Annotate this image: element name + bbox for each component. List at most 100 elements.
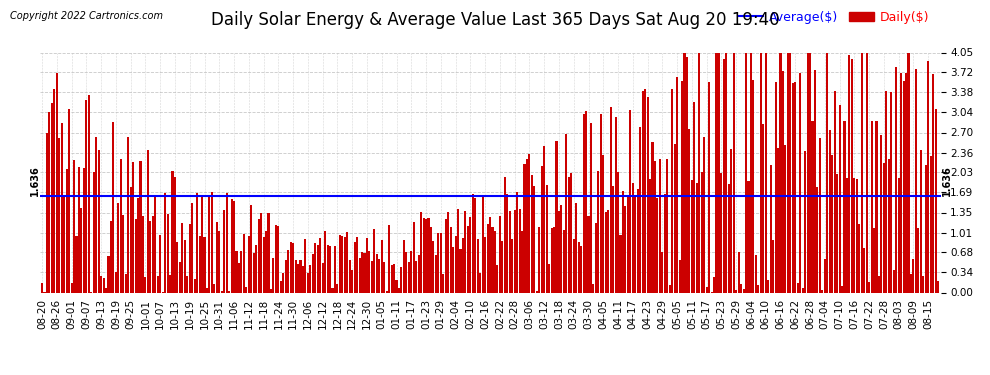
Text: Daily Solar Energy & Average Value Last 365 Days Sat Aug 20 19:40: Daily Solar Energy & Average Value Last …: [211, 11, 779, 29]
Bar: [371, 261, 373, 292]
Legend: Average($), Daily($): Average($), Daily($): [733, 6, 935, 29]
Bar: [607, 210, 609, 292]
Bar: [888, 159, 890, 292]
Bar: [767, 280, 769, 292]
Bar: [642, 91, 644, 292]
Bar: [536, 291, 538, 292]
Bar: [236, 251, 238, 292]
Bar: [635, 195, 637, 292]
Bar: [275, 225, 277, 292]
Bar: [736, 290, 738, 292]
Bar: [484, 237, 486, 292]
Bar: [772, 240, 774, 292]
Bar: [327, 245, 329, 292]
Bar: [637, 189, 639, 292]
Bar: [625, 206, 627, 292]
Bar: [270, 289, 272, 292]
Text: 1.636: 1.636: [30, 165, 40, 195]
Bar: [290, 242, 292, 292]
Bar: [615, 117, 617, 292]
Bar: [118, 203, 120, 292]
Bar: [459, 249, 461, 292]
Bar: [858, 224, 860, 292]
Bar: [683, 53, 685, 292]
Bar: [749, 53, 752, 292]
Bar: [282, 273, 284, 292]
Bar: [151, 216, 153, 292]
Bar: [440, 233, 442, 292]
Bar: [383, 262, 385, 292]
Bar: [693, 102, 695, 292]
Bar: [93, 172, 95, 292]
Bar: [681, 81, 683, 292]
Bar: [49, 112, 50, 292]
Bar: [462, 238, 464, 292]
Bar: [132, 162, 135, 292]
Bar: [610, 107, 612, 292]
Bar: [600, 114, 602, 292]
Bar: [782, 71, 784, 292]
Bar: [299, 260, 302, 292]
Bar: [75, 236, 77, 292]
Bar: [137, 198, 140, 292]
Bar: [701, 172, 703, 292]
Bar: [570, 173, 572, 292]
Bar: [731, 149, 733, 292]
Bar: [186, 276, 188, 292]
Bar: [827, 53, 829, 292]
Bar: [582, 114, 585, 292]
Bar: [646, 97, 648, 292]
Bar: [334, 246, 336, 292]
Bar: [789, 53, 791, 292]
Bar: [676, 77, 678, 292]
Bar: [565, 134, 567, 292]
Bar: [130, 188, 132, 292]
Bar: [494, 231, 496, 292]
Bar: [539, 227, 541, 292]
Bar: [238, 263, 240, 292]
Bar: [248, 236, 249, 292]
Bar: [834, 92, 836, 292]
Bar: [297, 264, 299, 292]
Bar: [529, 154, 531, 292]
Bar: [545, 186, 547, 292]
Bar: [209, 195, 211, 292]
Bar: [895, 68, 897, 292]
Bar: [381, 240, 383, 292]
Bar: [558, 210, 560, 292]
Bar: [762, 124, 764, 292]
Bar: [688, 129, 690, 292]
Text: Copyright 2022 Cartronics.com: Copyright 2022 Cartronics.com: [10, 11, 163, 21]
Bar: [486, 224, 489, 292]
Bar: [908, 53, 910, 292]
Bar: [769, 165, 771, 292]
Bar: [120, 159, 122, 292]
Bar: [592, 284, 594, 292]
Bar: [324, 231, 326, 292]
Bar: [329, 246, 331, 292]
Bar: [873, 228, 875, 292]
Bar: [373, 229, 375, 292]
Bar: [348, 260, 350, 292]
Bar: [199, 236, 201, 292]
Bar: [575, 202, 577, 292]
Bar: [60, 123, 62, 292]
Bar: [812, 122, 814, 292]
Bar: [932, 74, 935, 292]
Bar: [41, 283, 44, 292]
Bar: [319, 238, 321, 292]
Bar: [728, 184, 730, 292]
Bar: [668, 285, 671, 292]
Bar: [314, 243, 317, 292]
Bar: [841, 286, 843, 292]
Bar: [757, 285, 759, 292]
Bar: [496, 265, 499, 292]
Bar: [166, 214, 168, 292]
Bar: [159, 235, 161, 292]
Bar: [509, 211, 511, 292]
Bar: [171, 171, 173, 292]
Bar: [135, 219, 137, 292]
Bar: [555, 141, 557, 292]
Bar: [386, 291, 388, 292]
Bar: [661, 252, 663, 292]
